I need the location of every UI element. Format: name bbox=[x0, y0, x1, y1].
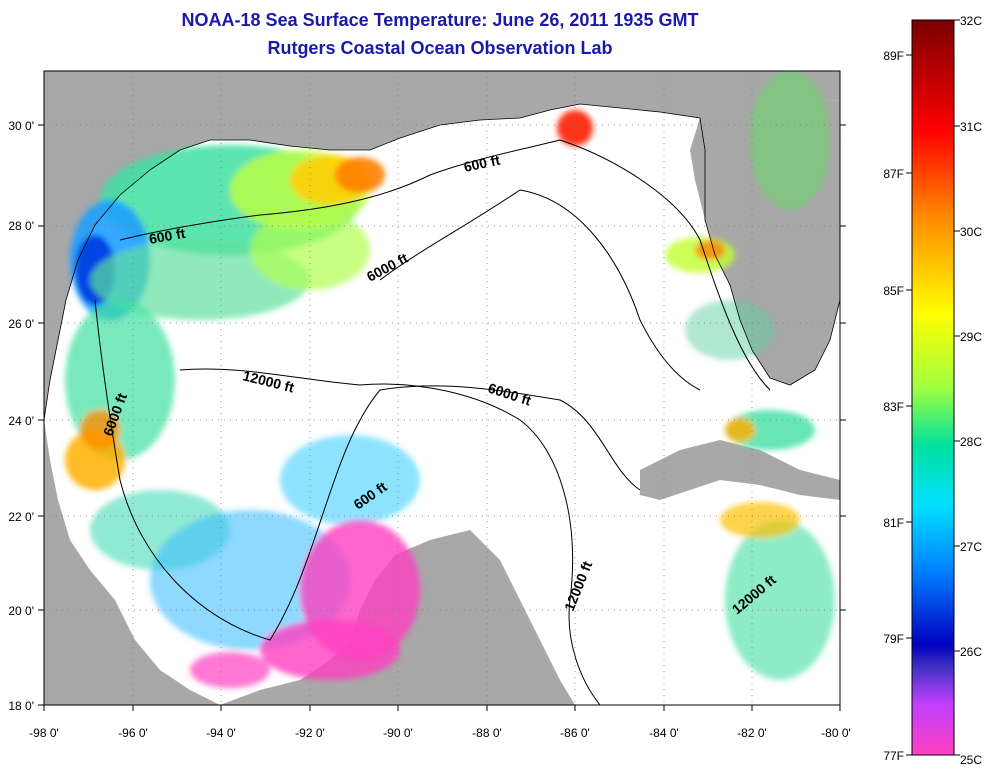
land-cuba bbox=[640, 440, 840, 500]
x-tick-label: -90 0' bbox=[383, 726, 413, 740]
contour-label: 600 ft bbox=[462, 152, 501, 175]
contour-12000ft bbox=[179, 368, 601, 705]
celsius-label: 29C bbox=[960, 330, 982, 344]
y-axis-labels: 18 0' 20 0' 22 0' 24 0' 26 0' 28 0' 30 0… bbox=[8, 119, 34, 713]
contour-6000ft bbox=[94, 189, 701, 641]
x-tick-label: -88 0' bbox=[472, 726, 502, 740]
y-tick-label: 18 0' bbox=[8, 699, 34, 713]
map-subtitle: Rutgers Coastal Ocean Observation Lab bbox=[267, 38, 613, 58]
axis-ticks bbox=[38, 124, 846, 711]
y-tick-label: 26 0' bbox=[8, 317, 34, 331]
x-tick-label: -80 0' bbox=[821, 726, 851, 740]
y-tick-label: 28 0' bbox=[8, 219, 34, 233]
fahrenheit-label: 79F bbox=[883, 632, 904, 646]
x-tick-label: -82 0' bbox=[737, 726, 767, 740]
land-mexico-east bbox=[44, 420, 220, 705]
fahrenheit-label: 87F bbox=[883, 167, 904, 181]
map-title: NOAA-18 Sea Surface Temperature: June 26… bbox=[181, 10, 699, 30]
x-tick-label: -98 0' bbox=[29, 726, 59, 740]
sst-data-layer bbox=[65, 71, 835, 688]
x-axis-labels: -98 0' -96 0' -94 0' -92 0' -90 0' -88 0… bbox=[29, 726, 851, 740]
celsius-label: 28C bbox=[960, 435, 982, 449]
x-tick-label: -92 0' bbox=[295, 726, 325, 740]
y-tick-label: 22 0' bbox=[8, 510, 34, 524]
fahrenheit-label: 85F bbox=[883, 284, 904, 298]
celsius-label: 32C bbox=[960, 14, 982, 28]
y-tick-label: 20 0' bbox=[8, 604, 34, 618]
y-tick-label: 30 0' bbox=[8, 119, 34, 133]
x-tick-label: -96 0' bbox=[118, 726, 148, 740]
coastline bbox=[44, 103, 840, 421]
x-tick-label: -84 0' bbox=[649, 726, 679, 740]
colorbar-fahrenheit-labels: 89F 87F 85F 83F 81F 79F 77F bbox=[883, 49, 904, 763]
y-tick-label: 24 0' bbox=[8, 414, 34, 428]
fahrenheit-label: 89F bbox=[883, 49, 904, 63]
celsius-label: 26C bbox=[960, 645, 982, 659]
fahrenheit-label: 81F bbox=[883, 516, 904, 530]
colorbar bbox=[911, 19, 955, 756]
colorbar-ticks bbox=[906, 19, 960, 756]
contour-600ft bbox=[119, 139, 771, 391]
celsius-label: 25C bbox=[960, 753, 982, 767]
x-tick-label: -94 0' bbox=[206, 726, 236, 740]
celsius-label: 27C bbox=[960, 540, 982, 554]
fahrenheit-label: 77F bbox=[883, 749, 904, 763]
contour-label: 600 ft bbox=[148, 225, 187, 247]
graticule bbox=[44, 71, 840, 705]
map-frame bbox=[43, 70, 841, 706]
x-tick-label: -86 0' bbox=[560, 726, 590, 740]
colorbar-celsius-labels: 32C 31C 30C 29C 28C 27C 26C 25C bbox=[960, 14, 982, 767]
fahrenheit-label: 83F bbox=[883, 400, 904, 414]
celsius-label: 30C bbox=[960, 225, 982, 239]
celsius-label: 31C bbox=[960, 120, 982, 134]
map-content bbox=[44, 71, 840, 705]
